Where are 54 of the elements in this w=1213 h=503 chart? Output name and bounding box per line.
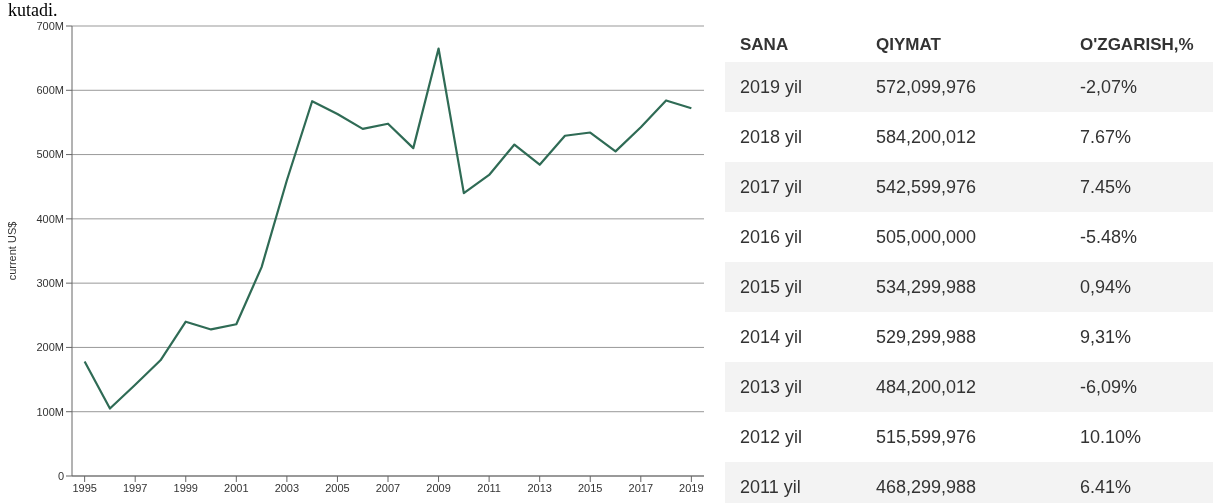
text: 515,599,976: [876, 427, 977, 447]
y-tick-label: 400M: [36, 212, 64, 225]
y-tick-label: 2018 yil: [740, 127, 803, 147]
x-tick-label: 2013: [527, 481, 552, 494]
y-tick-label: 700M: [36, 19, 64, 32]
y-tick-label: 500M: [36, 148, 64, 161]
text: 534,299,988: [876, 277, 977, 297]
y-tick-label: 2019 yil: [740, 77, 803, 97]
y-tick-label: 2015 yil: [740, 277, 803, 297]
x-tick-label: 2005: [325, 481, 350, 494]
x-tick-label: 2007: [375, 481, 401, 494]
x-tick-label: 2009: [426, 481, 451, 494]
x-tick-label: 2003: [274, 481, 300, 494]
text: 484,200,012: [876, 377, 977, 397]
y-tick-label: 2017 yil: [740, 177, 803, 197]
x-tick-label: QIYMAT: [876, 35, 942, 54]
y-tick-label: 2016 yil: [740, 227, 803, 247]
x-tick-label: 2019: [679, 481, 704, 494]
text: -2,07%: [1080, 77, 1138, 97]
x-tick-label: 2001: [224, 481, 249, 494]
text: 505,000,000: [876, 227, 977, 247]
text: 9,31%: [1080, 327, 1132, 347]
y-tick-label: 300M: [36, 277, 64, 290]
x-tick-label: 1995: [72, 481, 97, 494]
text: 0,94%: [1080, 277, 1132, 297]
y-tick-label: 0: [57, 469, 64, 482]
x-tick-label: 1997: [122, 481, 148, 494]
text: 542,599,976: [876, 177, 977, 197]
line-series: [83, 47, 693, 410]
y-tick-label: 2013 yil: [740, 377, 803, 397]
x-tick-label: 2011: [477, 481, 501, 494]
text: 529,299,988: [876, 327, 977, 347]
y-tick-label: 2014 yil: [740, 327, 803, 347]
text: 7.67%: [1080, 127, 1132, 147]
y-axis-title: current US$: [5, 221, 18, 281]
text: -6,09%: [1080, 377, 1138, 397]
y-tick-label: 100M: [36, 405, 64, 418]
x-tick-label: 1999: [173, 481, 198, 494]
text: 10.10%: [1080, 427, 1142, 447]
y-tick-label: 2012 yil: [740, 427, 803, 447]
text: 572,099,976: [876, 77, 977, 97]
text: kutadi.: [8, 0, 58, 21]
x-tick-label: 2017: [628, 481, 654, 494]
x-tick-label: O'ZGARISH,%: [1080, 35, 1194, 54]
text: -5.48%: [1080, 227, 1138, 247]
y-tick-label: 2011 yil: [740, 477, 801, 497]
y-axis-title: SANA: [740, 35, 789, 54]
text: 6.41%: [1080, 477, 1132, 497]
text: 468,299,988: [876, 477, 977, 497]
text: 584,200,012: [876, 127, 977, 147]
y-tick-label: 600M: [36, 84, 64, 97]
y-tick-label: 200M: [36, 341, 64, 354]
x-tick-label: 2015: [578, 481, 603, 494]
text: 7.45%: [1080, 177, 1132, 197]
